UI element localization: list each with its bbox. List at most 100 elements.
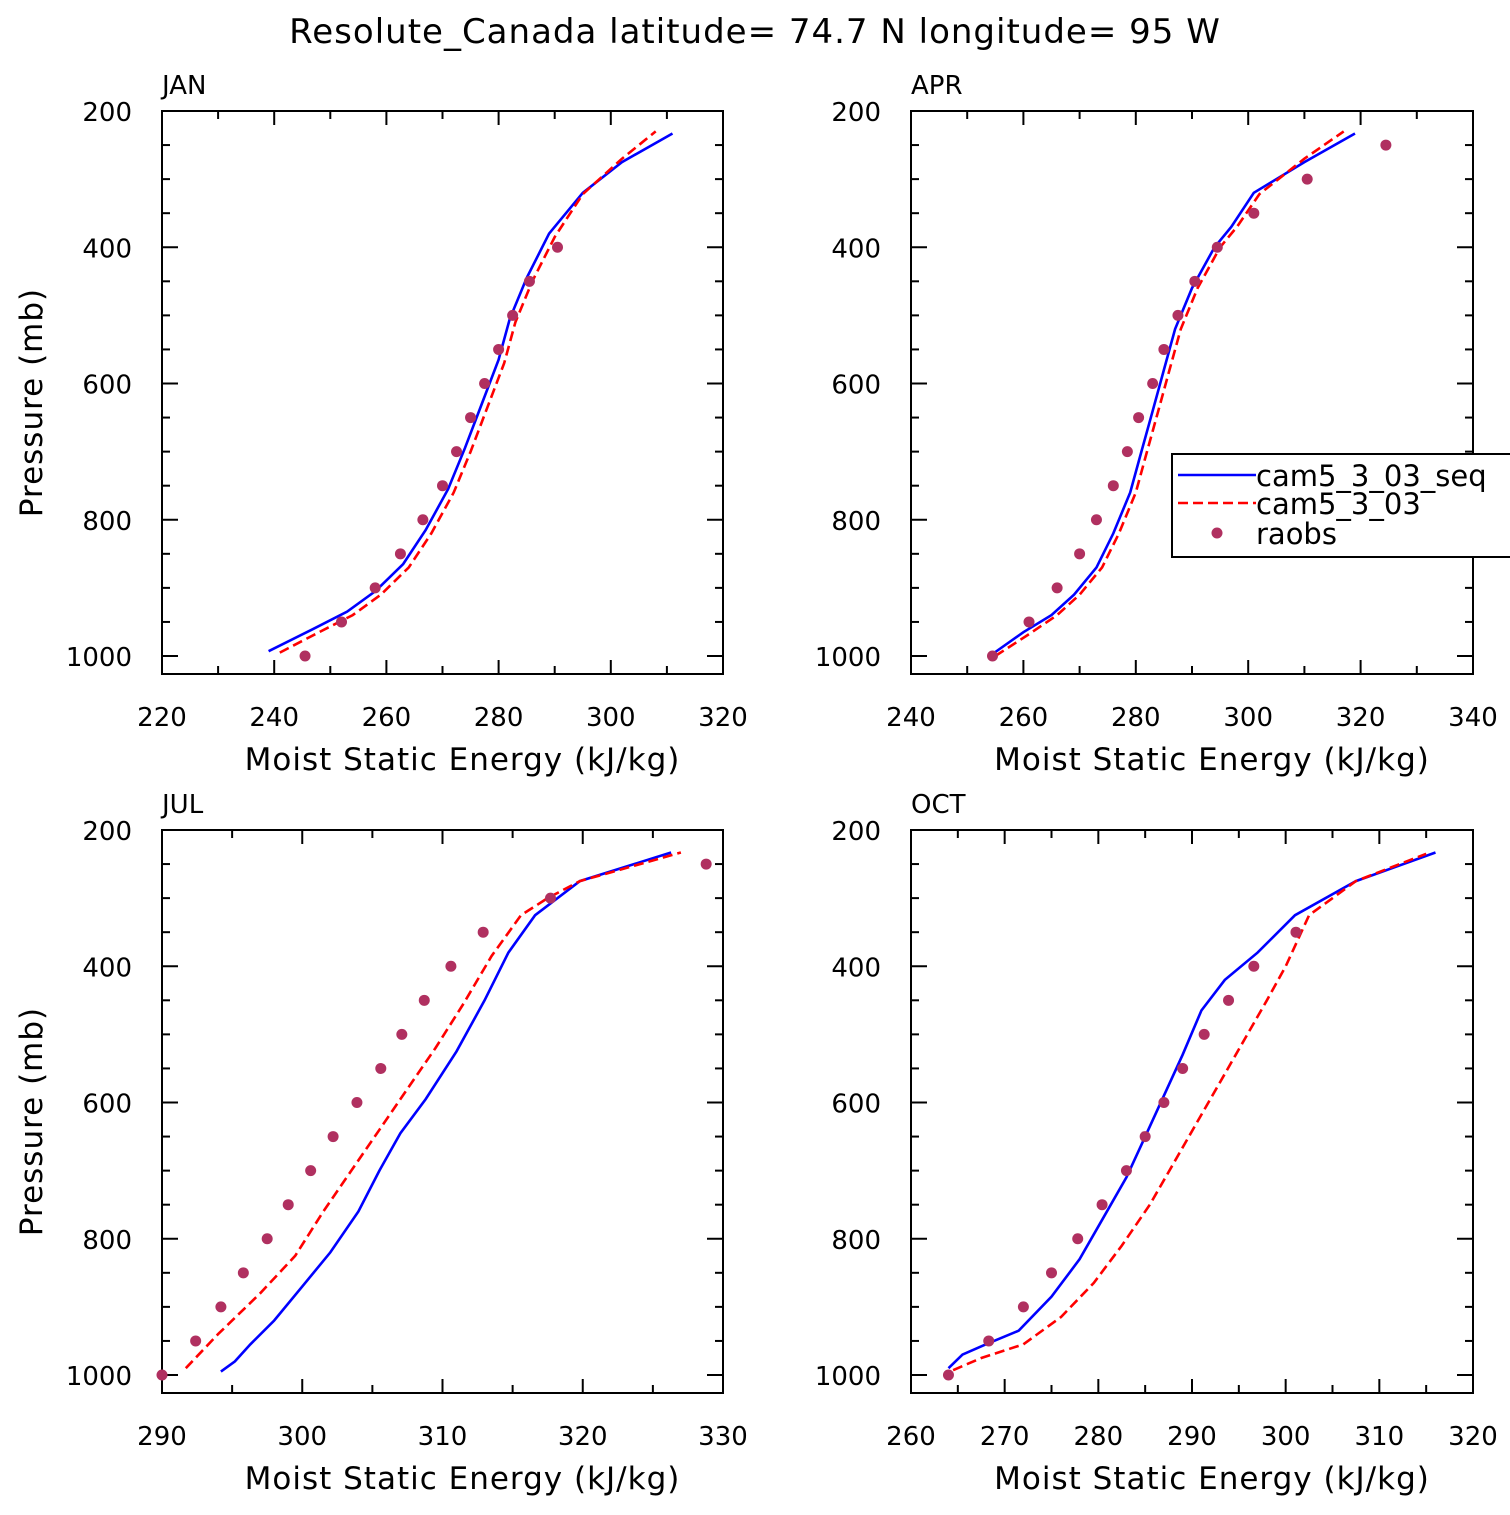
x-axis-title: Moist Static Energy (kJ/kg) <box>994 742 1430 778</box>
y-tick-label: 1000 <box>815 1362 881 1392</box>
raobs-point <box>1198 1028 1210 1040</box>
raobs-point <box>983 1335 995 1347</box>
raobs-point <box>507 309 519 321</box>
panel-label-oct: OCT <box>911 790 966 820</box>
x-tick-label: 320 <box>1448 1422 1498 1452</box>
panel-apr: APR 240 260 280 300 320 340 200 400 600 800 1000 Moi… <box>815 71 1498 778</box>
legend-swatch-raobs <box>1211 527 1223 539</box>
x-tick-label: 280 <box>474 703 524 733</box>
raobs-point <box>1172 309 1184 321</box>
raobs-point <box>1051 582 1063 594</box>
y-tick-label: 400 <box>82 234 132 264</box>
raobs-point <box>261 1233 273 1245</box>
y-tick-label: 400 <box>82 953 132 983</box>
x-tick-label: 280 <box>1111 703 1161 733</box>
y-tick-label: 800 <box>82 507 132 537</box>
y-tick-label: 600 <box>831 371 881 401</box>
x-tick-label: 300 <box>1261 1422 1311 1452</box>
raobs-point <box>942 1369 954 1381</box>
y-tick-label: 1000 <box>66 1362 132 1392</box>
raobs-point <box>282 1199 294 1211</box>
panel-oct: OCT 260 270 280 290 300 310 320 200 400 600 800 1000… <box>815 790 1498 1497</box>
series-line-cam5-3-03 <box>184 851 682 1370</box>
panel-label-apr: APR <box>911 71 963 101</box>
raobs-point <box>479 378 491 389</box>
y-tick-label: 600 <box>82 371 132 401</box>
panel-jan: JAN 220 240 260 280 300 320 200 400 600 800 1000 Moi… <box>14 71 748 778</box>
legend-label-cam5-3-03: cam5_3_03 <box>1256 487 1421 521</box>
raobs-point <box>1301 173 1313 185</box>
legend-label-cam5-3-03-seq: cam5_3_03_seq <box>1256 459 1487 493</box>
y-tick-label: 200 <box>82 98 132 128</box>
y-tick-label: 1000 <box>815 643 881 673</box>
raobs-point <box>336 616 348 628</box>
raobs-point <box>1107 480 1119 492</box>
raobs-point <box>1096 1199 1108 1211</box>
y-tick-label: 400 <box>831 953 881 983</box>
raobs-point <box>215 1301 227 1313</box>
raobs-point <box>1211 241 1223 253</box>
x-tick-label: 280 <box>1074 1422 1124 1452</box>
raobs-point <box>700 858 712 870</box>
raobs-point <box>1072 1233 1084 1245</box>
x-tick-label: 340 <box>1448 703 1498 733</box>
x-tick-label: 320 <box>1336 703 1386 733</box>
series-line-cam5-3-03-seq <box>220 851 672 1373</box>
raobs-point <box>1139 1131 1151 1143</box>
raobs-point <box>1158 343 1170 355</box>
x-tick-label: 300 <box>1223 703 1273 733</box>
x-tick-label: 220 <box>137 703 187 733</box>
raobs-point <box>351 1097 363 1108</box>
legend-box <box>1171 453 1510 558</box>
raobs-point <box>451 446 463 458</box>
y-tick-label: 800 <box>82 1226 132 1256</box>
raobs-point <box>1074 548 1086 560</box>
raobs-point <box>190 1335 202 1347</box>
raobs-point <box>1046 1267 1057 1279</box>
series-line-cam5-3-03 <box>994 130 1345 658</box>
raobs-point <box>445 960 457 972</box>
panel-label-jan: JAN <box>160 71 206 101</box>
figure-title: Resolute_Canada latitude= 74.7 N longitu… <box>289 12 1221 52</box>
x-tick-label: 260 <box>886 1422 936 1452</box>
raobs-point <box>1248 960 1260 972</box>
raobs-point <box>986 650 998 662</box>
raobs-point <box>493 343 505 355</box>
raobs-point <box>1090 514 1102 526</box>
raobs-point <box>1121 446 1133 458</box>
raobs-point <box>1017 1301 1029 1313</box>
raobs-point <box>1147 378 1159 389</box>
raobs-point <box>1133 412 1145 424</box>
y-tick-label: 200 <box>82 817 132 847</box>
panel-label-jul: JUL <box>160 790 204 820</box>
x-axis-title: Moist Static Energy (kJ/kg) <box>994 1461 1430 1497</box>
y-tick-label: 1000 <box>66 643 132 673</box>
y-tick-label: 400 <box>831 234 881 264</box>
raobs-point <box>396 1028 408 1040</box>
x-tick-label: 320 <box>558 1422 608 1452</box>
raobs-point <box>465 412 477 424</box>
raobs-point <box>1023 616 1035 628</box>
x-tick-label: 320 <box>698 703 748 733</box>
raobs-point <box>369 582 381 594</box>
raobs-point <box>327 1131 339 1143</box>
y-tick-label: 600 <box>82 1090 132 1120</box>
legend-label-raobs: raobs <box>1256 517 1337 551</box>
y-tick-label: 200 <box>831 98 881 128</box>
raobs-point <box>1177 1062 1189 1074</box>
raobs-point <box>544 892 556 904</box>
series-line-cam5-3-03-seq <box>268 132 674 653</box>
raobs-point <box>1158 1097 1170 1108</box>
x-tick-label: 290 <box>1167 1422 1217 1452</box>
raobs-point <box>1189 275 1201 287</box>
series-line-cam5-3-03-seq <box>988 132 1356 658</box>
raobs-point <box>156 1369 168 1381</box>
raobs-point <box>552 241 564 253</box>
raobs-point <box>299 650 311 662</box>
raobs-point <box>1223 994 1235 1006</box>
raobs-point <box>1248 207 1260 219</box>
raobs-point <box>1380 139 1392 151</box>
raobs-point <box>437 480 448 492</box>
